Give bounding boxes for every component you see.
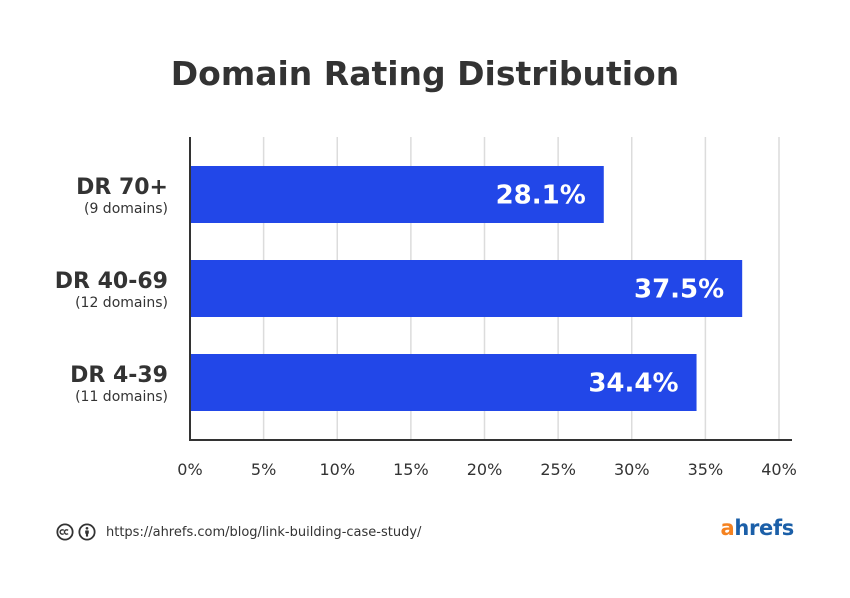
attribution-icon bbox=[78, 523, 96, 541]
bar-value-label: 28.1% bbox=[496, 181, 586, 211]
x-tick-label: 5% bbox=[251, 460, 276, 479]
x-tick-labels: 0% 5% 10% 15% 20% 25% 30% 35% 40% bbox=[177, 460, 796, 479]
ahrefs-logo: ahrefs bbox=[720, 516, 794, 540]
x-tick-label: 15% bbox=[393, 460, 429, 479]
bar bbox=[190, 166, 604, 223]
bar-value-label: 37.5% bbox=[634, 275, 724, 305]
x-tick-label: 20% bbox=[467, 460, 503, 479]
category-subtitle: (11 domains) bbox=[75, 389, 168, 405]
chart-title: Domain Rating Distribution bbox=[171, 54, 679, 93]
x-tick-label: 0% bbox=[177, 460, 202, 479]
bars: 28.1% 37.5% 34.4% bbox=[190, 166, 743, 411]
x-tick-label: 10% bbox=[319, 460, 355, 479]
bar-value-label: 34.4% bbox=[588, 369, 678, 399]
category-label: DR 70+ bbox=[76, 175, 168, 200]
x-tick-label: 35% bbox=[688, 460, 724, 479]
bar bbox=[190, 354, 697, 411]
category-labels: DR 70+(9 domains) DR 40-69(12 domains) DR … bbox=[55, 175, 168, 405]
category-subtitle: (12 domains) bbox=[75, 295, 168, 311]
category-label: DR 4-39 bbox=[70, 363, 168, 388]
source-url[interactable]: https://ahrefs.com/blog/link-building-ca… bbox=[106, 524, 422, 540]
category-label: DR 40-69 bbox=[55, 269, 168, 294]
logo-text-rest: hrefs bbox=[734, 516, 794, 540]
footer-source: https://ahrefs.com/blog/link-building-ca… bbox=[56, 521, 421, 543]
creative-commons-icon bbox=[56, 523, 74, 541]
x-tick-label: 30% bbox=[614, 460, 650, 479]
bar bbox=[190, 260, 743, 317]
category-subtitle: (9 domains) bbox=[84, 201, 168, 217]
x-tick-label: 40% bbox=[761, 460, 797, 479]
axes bbox=[189, 137, 792, 441]
x-tick-label: 25% bbox=[540, 460, 576, 479]
logo-letter-a: a bbox=[720, 516, 735, 540]
